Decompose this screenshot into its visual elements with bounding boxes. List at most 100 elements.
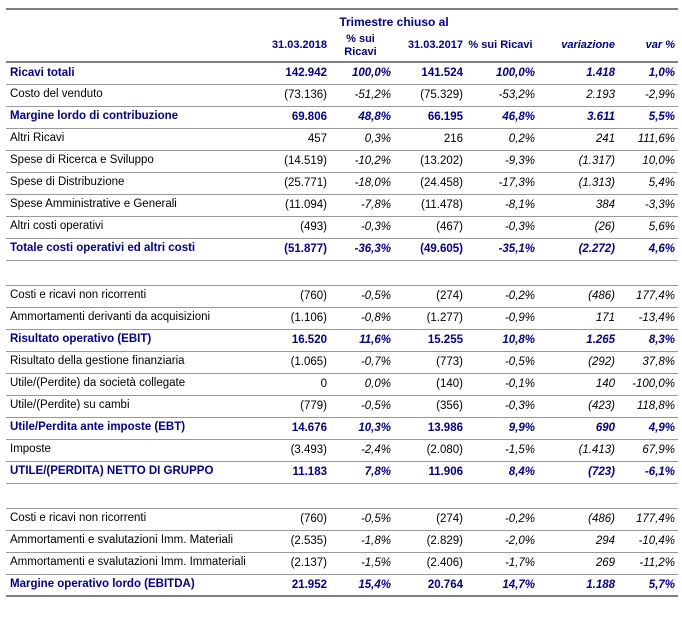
value-cell: -1,5%	[504, 444, 536, 456]
col-header-variazione: variazione	[561, 39, 616, 52]
spacer-cell	[466, 483, 538, 508]
value-cell: (26)	[594, 221, 616, 233]
row-label: Ammortamenti e svalutazioni Imm. Immater…	[10, 556, 246, 569]
spacer-row	[6, 260, 679, 285]
col-header-pct-ricavi-2017: % sui Ricavi	[468, 39, 533, 52]
table-row: Margine lordo di contribuzione 69.806 48,8…	[6, 106, 679, 128]
value-cell: (760)	[300, 513, 327, 525]
value-cell: 9,9%	[508, 422, 536, 434]
value-cell: -0,7%	[360, 356, 391, 368]
table-row: Ricavi totali 142.942 100,0% 141.524 100,0% 1…	[6, 62, 679, 84]
value-cell: -0,3%	[504, 221, 536, 233]
value-cell: (1.313)	[578, 177, 616, 189]
value-cell: 7,8%	[364, 466, 391, 478]
spacer-cell	[6, 483, 250, 508]
value-cell: -17,3%	[498, 177, 536, 189]
row-label: Altri costi operativi	[10, 220, 104, 233]
table-row: Costi e ricavi non ricorrenti (760) -0,5% (…	[6, 508, 679, 530]
value-cell: (760)	[300, 290, 327, 302]
value-cell: 0	[320, 378, 327, 390]
value-cell: 171	[595, 312, 616, 324]
table-row: Margine operativo lordo (EBITDA) 21.952 15…	[6, 574, 679, 596]
value-cell: 69.806	[291, 111, 327, 123]
col-header-pct-ricavi-2018: % sui Ricavi	[344, 33, 377, 58]
value-cell: (723)	[588, 466, 616, 478]
table-row: Costo del venduto (73.136) -51,2% (75.329) -…	[6, 84, 679, 106]
value-cell: 118,8%	[636, 400, 676, 412]
value-cell: -6,1%	[644, 466, 676, 478]
value-cell: -0,5%	[360, 290, 391, 302]
value-cell: -2,9%	[644, 89, 676, 101]
row-label: Margine lordo di contribuzione	[10, 110, 179, 123]
row-label: Spese Amministrative e Generali	[10, 198, 177, 211]
value-cell: (274)	[436, 513, 463, 525]
row-label: Utile/Perdita ante imposte (EBT)	[10, 421, 186, 434]
value-cell: (3.493)	[290, 444, 327, 456]
value-cell: -53,2%	[498, 89, 536, 101]
row-label: Risultato della gestione finanziaria	[10, 355, 185, 368]
value-cell: -0,2%	[504, 290, 536, 302]
value-cell: (2.272)	[578, 243, 616, 255]
value-cell: -0,9%	[504, 312, 536, 324]
value-cell: 11.183	[292, 466, 327, 478]
value-cell: (493)	[300, 221, 327, 233]
value-cell: (1.317)	[578, 155, 616, 167]
value-cell: (24.458)	[420, 177, 463, 189]
value-cell: 20.764	[427, 578, 463, 591]
value-cell: 10,0%	[642, 155, 676, 167]
spacer-cell	[466, 260, 538, 285]
value-cell: 241	[595, 133, 616, 145]
title-spacer-cell	[538, 9, 678, 32]
row-label: Ammortamenti e svalutazioni Imm. Materia…	[10, 534, 234, 547]
spacer-cell	[538, 483, 618, 508]
value-cell: 1,0%	[648, 67, 676, 80]
spacer-cell	[394, 260, 466, 285]
spacer-cell	[330, 260, 394, 285]
table-row: Utile/(Perdite) da società collegate 0 0,0…	[6, 373, 679, 395]
value-cell: 37,8%	[642, 356, 676, 368]
value-cell: (467)	[436, 221, 463, 233]
value-cell: 14.676	[291, 422, 327, 434]
label-column-header	[6, 32, 250, 62]
value-cell: 10,8%	[502, 334, 536, 346]
value-cell: (2.406)	[426, 557, 463, 569]
value-cell: (1.413)	[578, 444, 616, 456]
value-cell: 14,7%	[502, 578, 536, 591]
table-title: Trimestre chiuso al	[339, 15, 449, 29]
value-cell: -13,4%	[638, 312, 676, 324]
table-body: Ricavi totali 142.942 100,0% 141.524 100,0% 1…	[6, 62, 679, 596]
value-cell: (2.829)	[426, 535, 463, 547]
value-cell: 5,6%	[648, 221, 676, 233]
value-cell: 15.255	[427, 334, 463, 346]
value-cell: (2.080)	[426, 444, 463, 456]
value-cell: 48,8%	[358, 111, 391, 123]
row-label: UTILE/(PERDITA) NETTO DI GRUPPO	[10, 465, 214, 478]
column-header-row: 31.03.2018 % sui Ricavi 31.03.2017 % sui…	[6, 32, 679, 62]
value-cell: 16.520	[291, 334, 327, 346]
spacer-cell	[250, 260, 330, 285]
spacer-cell	[6, 260, 250, 285]
value-cell: -100,0%	[632, 378, 676, 390]
value-cell: (1.065)	[290, 356, 327, 368]
spacer-cell	[618, 260, 678, 285]
spacer-cell	[330, 483, 394, 508]
value-cell: (13.202)	[420, 155, 463, 167]
value-cell: 0,2%	[508, 133, 536, 145]
value-cell: -10,4%	[638, 535, 676, 547]
table-row: Altri Ricavi 457 0,3% 216 0,2% 241 111,6%	[6, 128, 679, 150]
value-cell: 177,4%	[636, 513, 676, 525]
value-cell: 1.265	[586, 334, 616, 346]
value-cell: 11,6%	[359, 334, 391, 346]
value-cell: 100,0%	[496, 67, 536, 80]
value-cell: 67,9%	[642, 444, 676, 456]
value-cell: -1,8%	[360, 535, 391, 547]
value-cell: 100,0%	[351, 67, 391, 80]
value-cell: (486)	[588, 290, 616, 302]
value-cell: -0,8%	[360, 312, 391, 324]
value-cell: 10,3%	[358, 422, 391, 434]
value-cell: 177,4%	[636, 290, 676, 302]
table-row: Totale costi operativi ed altri costi (51…	[6, 238, 679, 260]
value-cell: 0,0%	[364, 378, 391, 390]
value-cell: -36,3%	[354, 243, 391, 255]
value-cell: 0,3%	[364, 133, 391, 145]
